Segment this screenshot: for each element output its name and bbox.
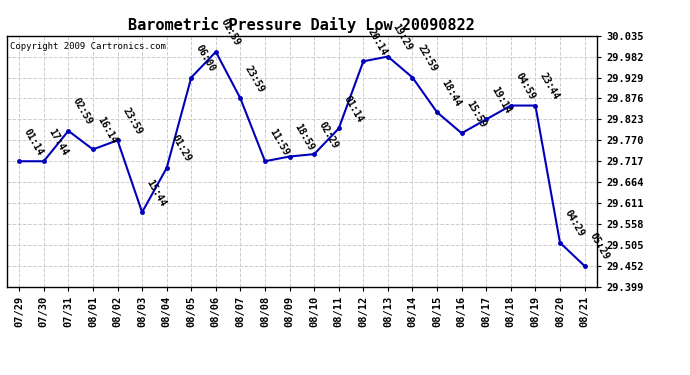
Title: Barometric Pressure Daily Low 20090822: Barometric Pressure Daily Low 20090822 <box>128 17 475 33</box>
Text: 15:44: 15:44 <box>145 178 168 208</box>
Text: Copyright 2009 Cartronics.com: Copyright 2009 Cartronics.com <box>10 42 166 51</box>
Text: 20:14: 20:14 <box>366 27 389 57</box>
Text: 01:59: 01:59 <box>219 17 242 48</box>
Text: 18:44: 18:44 <box>440 78 463 108</box>
Text: 17:44: 17:44 <box>46 127 70 157</box>
Text: 23:59: 23:59 <box>120 106 144 136</box>
Text: 22:59: 22:59 <box>415 43 439 74</box>
Text: 23:44: 23:44 <box>538 71 562 101</box>
Text: 02:29: 02:29 <box>317 120 340 150</box>
Text: 01:14: 01:14 <box>342 94 365 124</box>
Text: 04:29: 04:29 <box>563 208 586 238</box>
Text: 01:29: 01:29 <box>170 134 193 164</box>
Text: 02:59: 02:59 <box>71 96 95 127</box>
Text: 23:59: 23:59 <box>243 64 266 94</box>
Text: 05:29: 05:29 <box>587 231 611 262</box>
Text: 18:59: 18:59 <box>293 122 316 152</box>
Text: 19:14: 19:14 <box>489 85 513 115</box>
Text: 19:29: 19:29 <box>391 22 414 53</box>
Text: 11:59: 11:59 <box>268 127 291 157</box>
Text: 01:14: 01:14 <box>22 127 46 157</box>
Text: 04:59: 04:59 <box>513 71 537 101</box>
Text: 16:14: 16:14 <box>96 115 119 145</box>
Text: 06:00: 06:00 <box>194 43 217 74</box>
Text: 15:59: 15:59 <box>464 99 488 129</box>
